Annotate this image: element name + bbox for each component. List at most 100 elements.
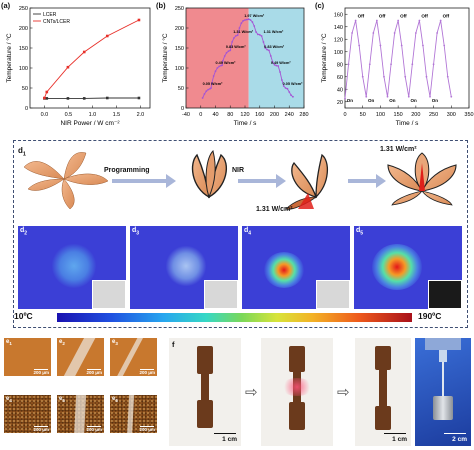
scale-bar-f3: [384, 432, 406, 434]
scale-bar: [34, 369, 48, 370]
colorbar-max: 190ºC: [418, 311, 442, 321]
inset-photo-d2: [92, 280, 126, 309]
power-annotation: 0.49 W/cm²: [271, 61, 292, 65]
flat-flower: [23, 152, 109, 210]
chart-a: 0.0 0.5 1.0 1.5 2.0 0 50 100 150 200 250 NIR Power …: [5, 6, 151, 127]
data-point: [279, 71, 281, 73]
data-point: [273, 63, 276, 66]
data-point: [368, 63, 371, 66]
data-point: [286, 87, 289, 90]
scale-label-f1: 1 cm: [222, 436, 237, 443]
arrow-programming: [112, 174, 176, 188]
data-point: [255, 31, 257, 33]
data-point: [411, 63, 414, 66]
micrograph-label: e6: [112, 396, 118, 404]
micrograph-label: e5: [59, 396, 65, 404]
data-point: [216, 67, 219, 69]
scale-label: 200 μm: [139, 427, 155, 432]
micrograph-label: e2: [59, 339, 65, 347]
plot-frame: [344, 7, 470, 109]
data-point: [105, 96, 109, 100]
data-point: [82, 97, 86, 100]
x-tick-label: 120: [240, 112, 249, 118]
data-point: [344, 97, 346, 100]
y-tick-label: 100: [334, 50, 343, 56]
photo-f4: 2 cm: [415, 338, 471, 446]
x-tick-label: 0.5: [65, 112, 73, 118]
scale-bar: [34, 426, 48, 427]
off-label: Off: [358, 13, 365, 18]
data-point: [205, 90, 208, 93]
nir-label: NIR: [232, 167, 245, 174]
data-point: [269, 55, 272, 57]
data-point: [386, 95, 389, 98]
micrograph-label: e3: [112, 339, 118, 347]
x-tick-label: 2.0: [137, 112, 145, 118]
data-point: [212, 75, 215, 77]
micrograph-e1: e1 200 μm: [4, 338, 51, 376]
data-point: [229, 49, 232, 52]
data-point: [236, 34, 239, 37]
arrow-f1: ⇨: [245, 384, 258, 401]
power-annotation: 1.97 W/cm²: [244, 14, 265, 18]
x-tick-label: 50: [360, 112, 366, 118]
data-point: [275, 64, 278, 67]
x-tick-label: 250: [429, 112, 438, 118]
data-point: [379, 44, 382, 47]
power-annotation: 1.31 W/cm²: [233, 30, 254, 34]
photo-f1: f 1 cm: [169, 338, 241, 446]
y-tick-label: 80: [337, 62, 343, 68]
micrograph-e4: e4 200 μm: [4, 395, 51, 433]
data-point: [365, 95, 368, 98]
temperature-line: [202, 18, 294, 99]
data-point: [264, 47, 267, 49]
data-point: [425, 75, 428, 78]
micrograph-e2: e2 200 μm: [57, 338, 104, 376]
x-tick-label: 240: [285, 112, 294, 118]
x-tick-label: 350: [464, 112, 473, 118]
data-point: [266, 48, 269, 51]
colorbar-min: 10ºC: [14, 311, 33, 321]
power-annotation: 0.83 W/cm²: [226, 45, 247, 49]
power-annotation: 0.05 W/cm²: [283, 82, 304, 86]
y-tick-label: 60: [337, 75, 343, 81]
y-tick-label: 0: [25, 106, 28, 112]
panel-d-label: d1: [18, 146, 26, 158]
x-tick-label: 1.5: [113, 112, 121, 118]
micrograph-e3: e3 200 μm: [110, 338, 157, 376]
y-tick-label: 100: [175, 66, 184, 72]
data-point: [383, 75, 385, 78]
scale-label: 200 μm: [33, 370, 49, 375]
data-point: [233, 37, 235, 39]
y-tick-label: 160: [334, 12, 343, 18]
open-flower: [387, 152, 457, 206]
data-point: [223, 55, 226, 57]
data-point: [137, 96, 141, 100]
arrow-open: [348, 174, 386, 188]
inset-photo-d5: [428, 280, 462, 309]
cooling-region: [248, 8, 304, 108]
data-point: [292, 95, 294, 98]
panel-f-label: f: [172, 340, 175, 349]
heating-region: [186, 8, 249, 108]
y-tick-label: 0: [181, 106, 184, 112]
data-point: [260, 35, 263, 37]
y-tick-label: 150: [175, 46, 184, 52]
micrograph-label: e4: [6, 396, 12, 404]
panel-a-label: (a): [1, 1, 11, 10]
power-annotation: 0.49 W/cm²: [216, 61, 237, 65]
programming-label: Programming: [104, 167, 150, 174]
on-label: On: [368, 98, 375, 103]
x-tick-label: 150: [394, 112, 403, 118]
data-point: [45, 97, 49, 100]
closed-flower: [191, 150, 228, 199]
micrograph-e6: e6 200 μm: [110, 395, 157, 433]
series-line-cnts-lcer: [43, 19, 140, 99]
data-point: [253, 25, 256, 27]
micrograph-e5: e5 200 μm: [57, 395, 104, 433]
data-point: [277, 65, 280, 67]
y-tick-label: 250: [175, 6, 184, 12]
data-point: [432, 63, 435, 66]
data-point: [351, 32, 353, 34]
data-point: [262, 41, 265, 43]
